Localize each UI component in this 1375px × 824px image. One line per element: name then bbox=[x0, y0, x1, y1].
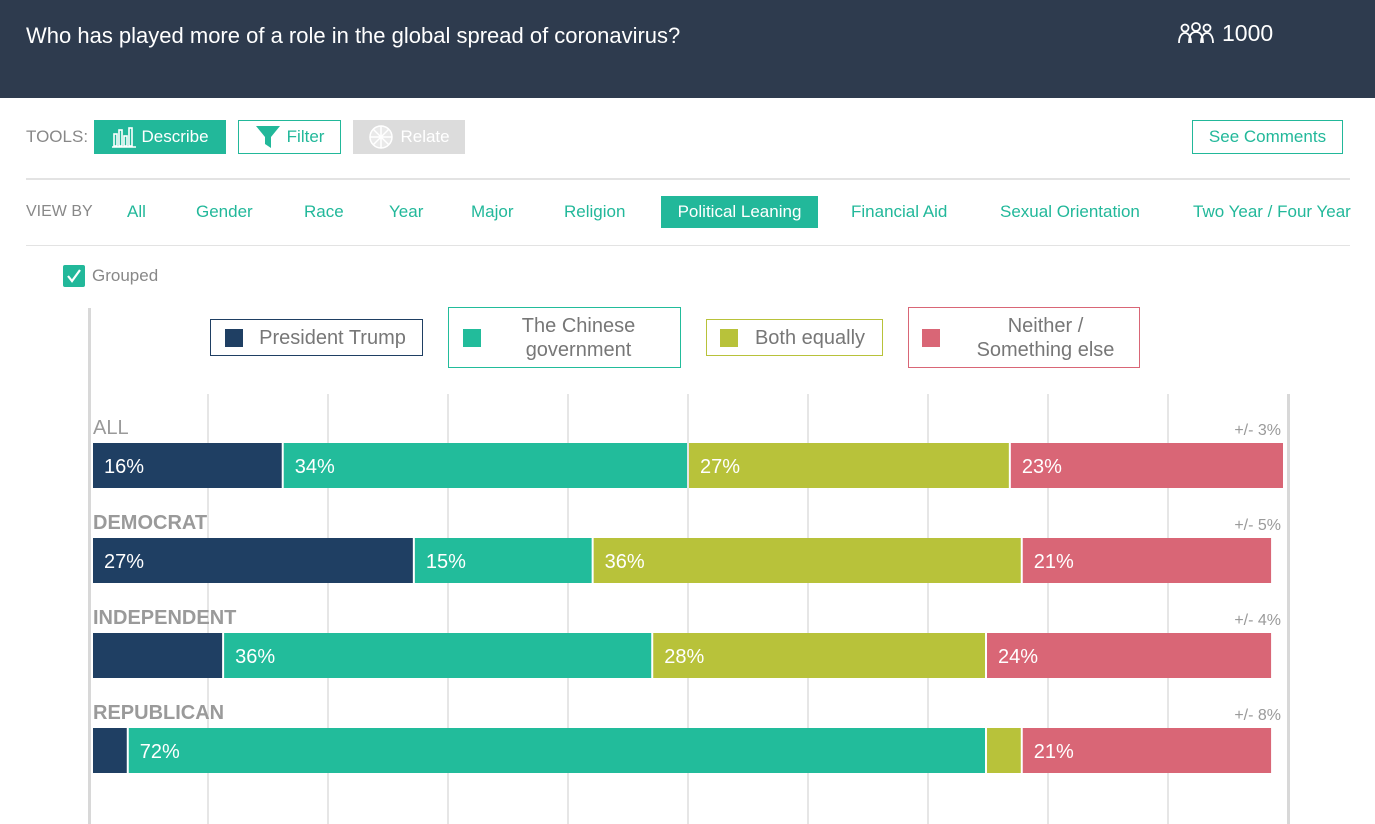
view-by-all[interactable]: All bbox=[127, 202, 146, 221]
bar-label-all-3: 23% bbox=[1022, 456, 1062, 478]
view-by-religion[interactable]: Religion bbox=[564, 202, 626, 221]
legend-label-trump: President Trump bbox=[259, 326, 406, 349]
bar-segment-democrat-0 bbox=[93, 538, 413, 583]
view-by-financial-aid[interactable]: Financial Aid bbox=[851, 202, 948, 221]
view-by-two-year-four-year[interactable]: Two Year / Four Year bbox=[1193, 202, 1351, 221]
bar-segment-independent-1 bbox=[224, 633, 652, 678]
describe-label: Describe bbox=[141, 127, 209, 146]
bar-segment-republican-3 bbox=[1022, 728, 1272, 773]
bar-segment-independent-0 bbox=[93, 633, 223, 678]
respondents-count: 1000 bbox=[1222, 20, 1274, 46]
legend-both-equally[interactable]: Both equally bbox=[706, 319, 883, 356]
bar-label-all-1: 34% bbox=[295, 456, 335, 478]
view-by-bar: VIEW BY bbox=[26, 196, 127, 228]
describe-button[interactable]: Describe bbox=[94, 120, 227, 154]
legend-neither[interactable]: Neither / Something else bbox=[908, 307, 1140, 368]
filter-button[interactable]: Filter bbox=[238, 120, 342, 154]
tools-bar: TOOLS: Describe Filter Relate See Commen… bbox=[26, 120, 1343, 154]
legend-swatch-chinese-government bbox=[463, 328, 481, 347]
bar-segment-all-1 bbox=[283, 443, 687, 488]
people-group-icon bbox=[1178, 21, 1214, 47]
bar-label-republican-3: 21% bbox=[1034, 741, 1074, 763]
tools-label: TOOLS: bbox=[26, 127, 89, 146]
bar-segment-independent-2 bbox=[653, 633, 985, 678]
margin-of-error-all: +/- 3% bbox=[1234, 422, 1281, 439]
view-by-sexual-orientation[interactable]: Sexual Orientation bbox=[1000, 202, 1140, 221]
group-label-independent: INDEPENDENT bbox=[93, 607, 236, 629]
bar-segment-democrat-1 bbox=[414, 538, 592, 583]
network-icon bbox=[368, 124, 394, 150]
legend-chinese-government[interactable]: The Chinese government bbox=[448, 307, 681, 368]
margin-of-error-democrat: +/- 5% bbox=[1234, 517, 1281, 534]
bar-label-democrat-3: 21% bbox=[1034, 551, 1074, 573]
group-label-democrat: DEMOCRAT bbox=[93, 512, 207, 534]
grouped-checkbox[interactable]: Grouped bbox=[63, 265, 158, 287]
margin-of-error-independent: +/- 4% bbox=[1234, 612, 1281, 629]
bar-segment-all-0 bbox=[93, 443, 282, 488]
bar-label-democrat-1: 15% bbox=[426, 551, 466, 573]
margin-of-error-republican: +/- 8% bbox=[1234, 707, 1281, 724]
tools-divider bbox=[26, 178, 1350, 180]
chart-left-axis bbox=[88, 308, 91, 824]
legend-president-trump[interactable]: President Trump bbox=[210, 319, 423, 356]
see-comments-button[interactable]: See Comments bbox=[1192, 120, 1343, 154]
funnel-icon bbox=[255, 124, 281, 150]
view-by-divider bbox=[26, 245, 1350, 246]
legend-label-both-equally: Both equally bbox=[754, 326, 866, 349]
legend-swatch-both-equally bbox=[720, 328, 738, 347]
view-by-label: VIEW BY bbox=[26, 203, 93, 220]
bar-segment-republican-0 bbox=[93, 728, 127, 773]
checkmark-icon bbox=[63, 265, 85, 287]
bar-label-independent-1: 36% bbox=[235, 646, 275, 668]
filter-label: Filter bbox=[286, 127, 325, 146]
relate-button[interactable]: Relate bbox=[353, 120, 466, 154]
bar-segment-all-3 bbox=[1010, 443, 1283, 488]
group-label-all: ALL bbox=[93, 417, 129, 439]
bar-label-independent-2: 28% bbox=[664, 646, 704, 668]
legend-label-neither: Neither / Something else bbox=[976, 314, 1115, 361]
bar-label-independent-3: 24% bbox=[998, 646, 1038, 668]
legend-label-chinese-government: The Chinese government bbox=[521, 314, 636, 361]
bar-label-republican-1: 72% bbox=[140, 741, 180, 763]
bar-label-democrat-0: 27% bbox=[104, 551, 144, 573]
view-by-political-leaning[interactable]: Political Leaning bbox=[661, 196, 818, 228]
bar-label-all-0: 16% bbox=[104, 456, 144, 478]
group-label-republican: REPUBLICAN bbox=[93, 702, 224, 724]
question-header: Who has played more of a role in the glo… bbox=[0, 0, 1375, 98]
bar-segment-republican-1 bbox=[128, 728, 985, 773]
bar-label-democrat-2: 36% bbox=[605, 551, 645, 573]
view-by-gender[interactable]: Gender bbox=[196, 202, 253, 221]
chart-right-axis bbox=[1287, 394, 1290, 824]
bar-label-all-2: 27% bbox=[700, 456, 740, 478]
bar-chart-icon bbox=[111, 126, 136, 148]
bar-segment-independent-3 bbox=[987, 633, 1272, 678]
respondents-count-area: 1000 bbox=[1178, 20, 1273, 47]
question-title: Who has played more of a role in the glo… bbox=[26, 23, 681, 48]
legend-swatch-neither bbox=[922, 328, 940, 347]
grouped-label: Grouped bbox=[92, 266, 159, 285]
bar-segment-democrat-2 bbox=[593, 538, 1021, 583]
relate-label: Relate bbox=[400, 127, 450, 146]
view-by-race[interactable]: Race bbox=[304, 202, 344, 221]
bar-segment-all-2 bbox=[689, 443, 1009, 488]
legend-swatch-trump bbox=[225, 328, 243, 347]
view-by-major[interactable]: Major bbox=[471, 202, 514, 221]
view-by-year[interactable]: Year bbox=[389, 202, 424, 221]
bar-segment-democrat-3 bbox=[1022, 538, 1272, 583]
bar-segment-republican-2 bbox=[987, 728, 1021, 773]
